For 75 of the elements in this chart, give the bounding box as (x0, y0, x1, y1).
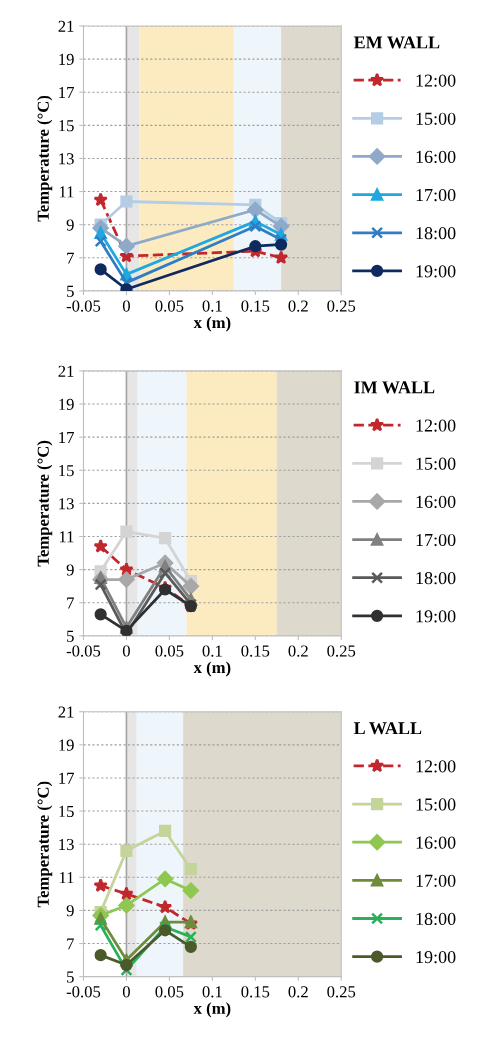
y-tick-label: 21 (58, 706, 74, 718)
legend-label: 16:00 (416, 495, 456, 508)
legend-label: 19:00 (416, 610, 456, 623)
legend-title: L WALL (353, 722, 422, 735)
y-axis-title: Temperature (°C) (37, 781, 53, 908)
x-axis-title: x (m) (193, 316, 231, 332)
x-tick-label: 0.2 (288, 986, 308, 998)
x-tick-label: 0 (122, 300, 130, 312)
y-tick-label: 5 (67, 285, 74, 297)
x-tick-label: 0.1 (202, 645, 222, 657)
y-tick-label: 9 (66, 564, 74, 576)
y-tick-label: 5 (67, 630, 74, 642)
x-tick-label: 0.1 (202, 300, 222, 312)
x-tick-label: 0.25 (327, 986, 356, 998)
legend-label: 19:00 (416, 265, 456, 278)
y-tick-label: 13 (59, 153, 74, 165)
legend-label: 15:00 (416, 112, 456, 125)
x-tick-label: 0 (122, 645, 130, 657)
x-tick-label: 0.15 (241, 645, 270, 657)
y-tick-label: 17 (59, 431, 74, 443)
y-tick-label: 17 (59, 86, 74, 98)
x-tick-label: -0.05 (66, 986, 101, 998)
legend-title: IM WALL (354, 381, 435, 394)
legend-label: 17:00 (416, 874, 456, 887)
legend-label: 15:00 (416, 798, 456, 811)
y-axis-title: Temperature (°C) (37, 440, 53, 567)
x-tick-label: 0.1 (202, 986, 222, 998)
y-tick-label: 9 (66, 219, 74, 231)
x-tick-label: 0.25 (327, 300, 356, 312)
x-tick-label: -0.05 (66, 645, 101, 657)
y-tick-label: 21 (58, 20, 74, 32)
y-tick-label: 15 (59, 805, 74, 818)
y-tick-label: 19 (59, 398, 74, 410)
x-tick-label: 0.05 (155, 300, 184, 312)
y-tick-label: 9 (66, 905, 74, 917)
y-tick-label: 7 (67, 597, 74, 609)
y-tick-label: 13 (59, 498, 74, 510)
legend-label: 12:00 (416, 74, 456, 87)
y-tick-label: 11 (59, 186, 74, 198)
x-tick-label: -0.05 (66, 300, 101, 312)
x-axis-title: x (m) (193, 661, 231, 677)
y-tick-label: 17 (59, 772, 74, 784)
legend-label: 12:00 (416, 760, 456, 773)
legend-label: 18:00 (416, 572, 456, 585)
legend-label: 17:00 (416, 533, 456, 547)
x-tick-label: 0.2 (288, 645, 308, 657)
legend-label: 15:00 (416, 457, 456, 470)
y-tick-label: 11 (59, 531, 74, 543)
x-tick-label: 0.2 (288, 300, 308, 312)
y-tick-label: 11 (59, 872, 74, 884)
x-tick-label: 0.15 (241, 986, 270, 998)
legend-label: 16:00 (416, 150, 456, 164)
y-tick-label: 7 (67, 252, 74, 264)
x-tick-label: 0.05 (155, 645, 184, 657)
legend-label: 18:00 (416, 912, 456, 926)
y-tick-label: 7 (67, 938, 74, 950)
x-tick-label: 0.15 (241, 300, 270, 312)
y-tick-label: 15 (59, 120, 74, 132)
legend-title: EM WALL (353, 36, 440, 49)
x-axis-title: x (m) (193, 1002, 231, 1018)
y-tick-label: 5 (67, 971, 74, 983)
x-tick-label: 0.05 (155, 986, 184, 998)
x-tick-label: 0.25 (327, 645, 356, 657)
legend-label: 17:00 (416, 188, 456, 202)
legend-label: 16:00 (416, 836, 456, 849)
y-axis-title: Temperature (°C) (37, 95, 53, 222)
legend-label: 19:00 (416, 950, 456, 964)
legend-label: 18:00 (416, 227, 456, 240)
y-tick-label: 19 (59, 53, 74, 66)
y-tick-label: 19 (59, 739, 74, 751)
y-tick-label: 21 (58, 365, 74, 377)
y-tick-label: 13 (59, 838, 74, 851)
x-tick-label: 0 (122, 986, 130, 998)
legend-label: 12:00 (416, 419, 456, 432)
y-tick-label: 15 (59, 465, 74, 477)
